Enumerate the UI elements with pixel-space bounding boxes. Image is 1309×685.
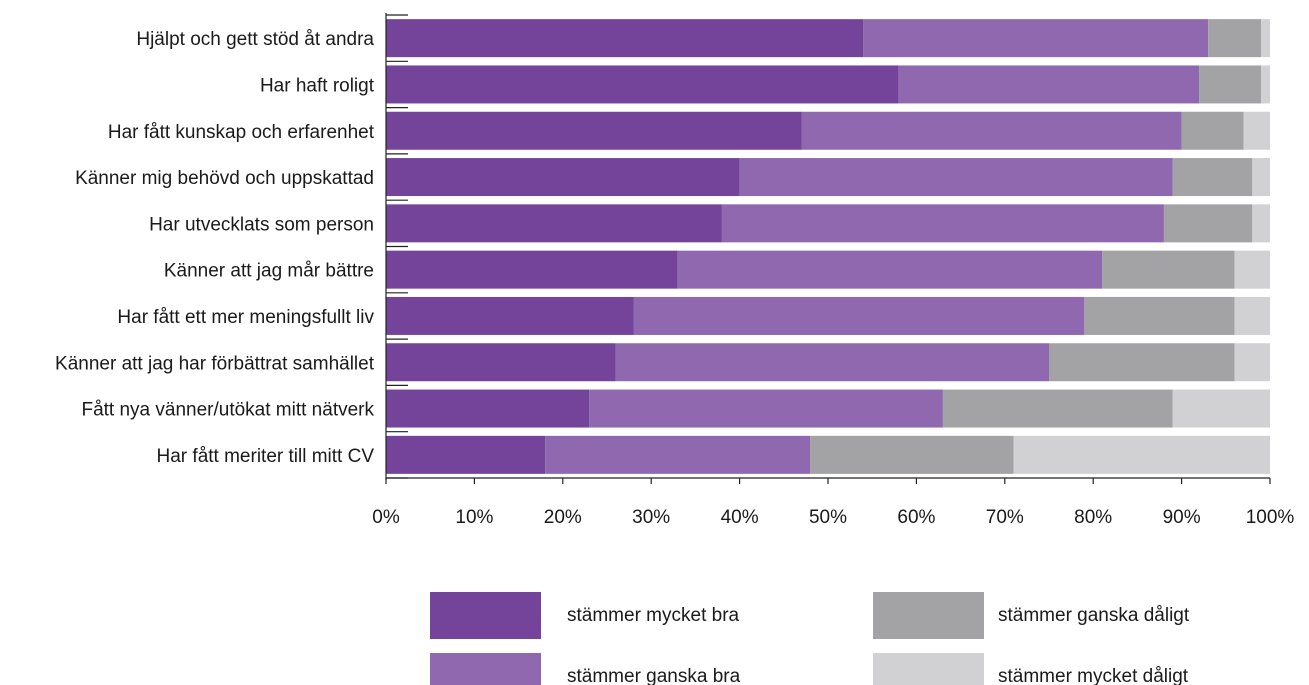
legend-label-stammer-ganska-bra: stämmer ganska bra — [567, 666, 741, 685]
legend-label-stammer-mycket-daligt: stämmer mycket dåligt — [998, 666, 1189, 685]
category-label: Har fått meriter till mitt CV — [157, 446, 375, 467]
bar-stammer-ganska-daligt-5 — [1163, 204, 1253, 243]
bar-stammer-ganska-bra-3 — [801, 111, 1182, 150]
category-label: Har fått kunskap och erfarenhet — [108, 122, 375, 143]
category-label: Har haft roligt — [260, 75, 375, 96]
bar-stammer-mycket-bra-3 — [386, 111, 802, 150]
bar-stammer-ganska-daligt-7 — [1084, 296, 1235, 335]
bar-stammer-ganska-daligt-1 — [1208, 19, 1262, 58]
category-label: Känner att jag mår bättre — [164, 261, 374, 282]
bar-stammer-ganska-bra-10 — [545, 435, 811, 474]
legend: stämmer mycket bra stämmer ganska bra stäm… — [430, 592, 1190, 685]
legend-swatch-stammer-mycket-bra — [430, 592, 541, 639]
bar-stammer-mycket-daligt-6 — [1234, 250, 1270, 289]
x-tick-label: 50% — [809, 507, 847, 528]
bar-stammer-ganska-daligt-2 — [1199, 65, 1262, 104]
bar-stammer-mycket-bra-1 — [386, 19, 864, 58]
bar-stammer-ganska-daligt-4 — [1172, 158, 1253, 197]
legend-swatch-stammer-mycket-daligt — [873, 653, 984, 685]
bar-stammer-mycket-daligt-9 — [1172, 389, 1270, 428]
bar-stammer-mycket-daligt-4 — [1252, 158, 1270, 197]
bar-stammer-mycket-bra-2 — [386, 65, 899, 104]
bar-stammer-mycket-bra-7 — [386, 296, 634, 335]
bar-stammer-mycket-daligt-1 — [1261, 19, 1270, 58]
category-labels: Hjälpt och gett stöd åt andra Har haft ro… — [55, 29, 375, 467]
x-tick-label: 80% — [1074, 507, 1112, 528]
bar-stammer-mycket-bra-10 — [386, 435, 546, 474]
bar-stammer-mycket-daligt-10 — [1013, 435, 1270, 474]
bar-stammer-mycket-bra-4 — [386, 158, 740, 197]
bar-stammer-ganska-daligt-8 — [1049, 343, 1235, 382]
category-label: Fått nya vänner/utökat mitt nätverk — [81, 400, 374, 421]
category-label: Känner mig behövd och uppskattad — [75, 168, 374, 189]
bar-stammer-mycket-daligt-7 — [1234, 296, 1270, 335]
x-tick-label: 60% — [897, 507, 935, 528]
x-tick-label: 70% — [986, 507, 1024, 528]
bar-stammer-mycket-bra-6 — [386, 250, 678, 289]
x-tick-label: 20% — [544, 507, 582, 528]
bar-stammer-ganska-bra-1 — [863, 19, 1209, 58]
bar-stammer-ganska-bra-7 — [633, 296, 1085, 335]
bar-stammer-ganska-bra-2 — [898, 65, 1200, 104]
x-tick-label: 90% — [1163, 507, 1201, 528]
bar-stammer-mycket-daligt-8 — [1234, 343, 1270, 382]
legend-label-stammer-mycket-bra: stämmer mycket bra — [567, 605, 740, 626]
bar-stammer-ganska-daligt-10 — [810, 435, 1014, 474]
category-label: Känner att jag har förbättrat samhället — [55, 353, 375, 374]
bar-stammer-mycket-bra-9 — [386, 389, 590, 428]
bar-stammer-ganska-bra-9 — [589, 389, 943, 428]
legend-swatch-stammer-ganska-daligt — [873, 592, 984, 639]
category-label: Har utvecklats som person — [149, 214, 374, 235]
category-label: Har fått ett mer meningsfullt liv — [117, 307, 374, 328]
bar-stammer-ganska-bra-6 — [677, 250, 1103, 289]
bar-stammer-mycket-bra-8 — [386, 343, 616, 382]
bar-stammer-mycket-daligt-2 — [1261, 65, 1270, 104]
bars-group — [386, 19, 1270, 474]
bar-stammer-ganska-bra-5 — [721, 204, 1164, 243]
bar-stammer-mycket-daligt-5 — [1252, 204, 1270, 243]
bar-stammer-mycket-bra-5 — [386, 204, 722, 243]
x-tick-labels: 0% 10% 20% 30% 40% 50% 60% 70% 80% 90% 100% — [372, 507, 1294, 528]
bar-stammer-ganska-daligt-6 — [1102, 250, 1235, 289]
bar-stammer-ganska-bra-4 — [739, 158, 1173, 197]
axes-group — [385, 13, 1271, 484]
x-tick-label: 0% — [372, 507, 400, 528]
bar-stammer-ganska-daligt-9 — [942, 389, 1173, 428]
legend-swatch-stammer-ganska-bra — [430, 653, 541, 685]
x-tick-label: 40% — [721, 507, 759, 528]
legend-label-stammer-ganska-daligt: stämmer ganska dåligt — [998, 605, 1190, 626]
bar-stammer-ganska-bra-8 — [615, 343, 1049, 382]
x-tick-label: 100% — [1246, 507, 1295, 528]
category-label: Hjälpt och gett stöd åt andra — [136, 29, 374, 50]
x-tick-label: 10% — [455, 507, 493, 528]
bar-stammer-ganska-daligt-3 — [1181, 111, 1244, 150]
x-tick-label: 30% — [632, 507, 670, 528]
bar-stammer-mycket-daligt-3 — [1243, 111, 1270, 150]
